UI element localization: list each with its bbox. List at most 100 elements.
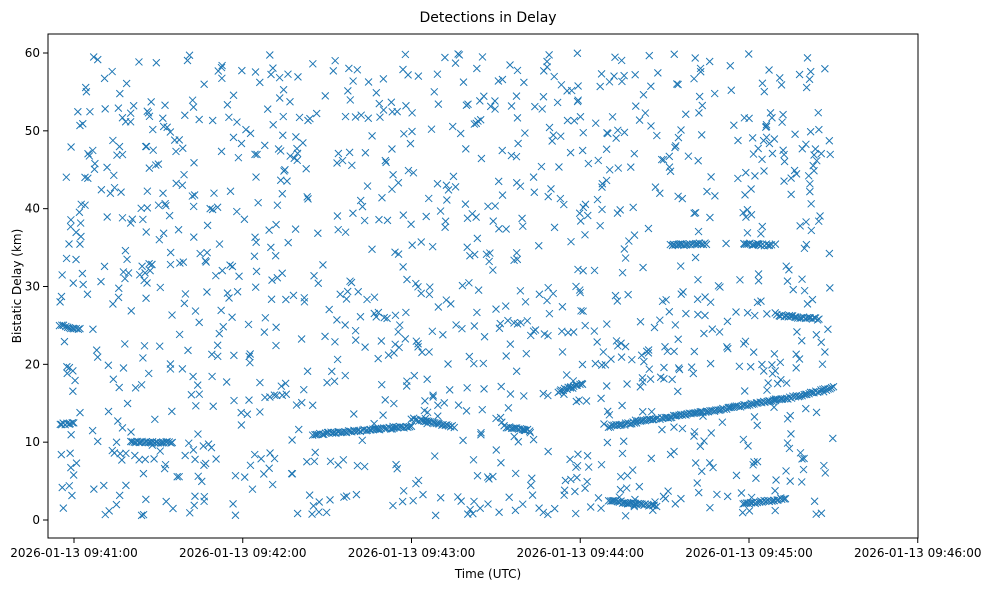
data-point — [154, 160, 163, 168]
data-point — [650, 323, 659, 332]
data-point — [795, 70, 804, 79]
data-point — [405, 422, 414, 431]
data-point — [297, 398, 306, 407]
data-point — [655, 189, 664, 198]
data-point — [763, 310, 771, 318]
data-point — [825, 249, 834, 258]
data-point — [573, 97, 582, 106]
data-point — [455, 51, 464, 59]
data-point — [608, 112, 617, 121]
data-point — [425, 283, 434, 291]
data-point — [257, 454, 265, 463]
data-point — [671, 143, 679, 152]
data-point — [709, 463, 717, 472]
data-point — [430, 452, 439, 460]
data-point — [325, 305, 334, 314]
data-point — [331, 56, 340, 65]
data-point — [678, 424, 687, 433]
data-point — [161, 199, 170, 208]
data-point — [195, 318, 204, 327]
data-point — [665, 307, 674, 316]
data-point — [331, 337, 339, 346]
data-point — [701, 311, 709, 320]
data-point — [829, 382, 838, 391]
data-point — [752, 474, 760, 483]
data-point — [522, 349, 531, 358]
data-point — [519, 392, 528, 400]
data-point — [762, 133, 771, 142]
data-point — [356, 312, 365, 321]
data-point — [291, 225, 300, 233]
data-point — [448, 122, 457, 131]
data-point — [745, 507, 754, 515]
data-point — [575, 209, 584, 218]
data-point — [758, 155, 766, 164]
data-point — [142, 228, 151, 236]
data-point — [813, 388, 822, 397]
data-point — [689, 369, 698, 378]
data-point — [661, 342, 669, 351]
data-point — [566, 148, 575, 157]
data-point — [573, 49, 582, 58]
data-point — [305, 491, 314, 499]
data-point — [340, 493, 348, 502]
data-point — [109, 375, 118, 384]
data-point — [770, 403, 778, 412]
data-point — [691, 54, 700, 62]
data-point — [663, 347, 672, 356]
data-point — [315, 498, 324, 506]
data-point — [652, 131, 661, 140]
data-point — [802, 390, 810, 399]
data-point — [251, 150, 259, 159]
data-point — [801, 404, 810, 413]
data-point — [229, 91, 238, 100]
data-point — [807, 226, 816, 235]
data-point — [250, 252, 259, 261]
y-tick-label: 30 — [25, 280, 40, 294]
data-point — [246, 461, 255, 470]
data-point — [597, 361, 606, 370]
data-point — [345, 64, 353, 73]
data-point — [379, 75, 388, 83]
data-point — [427, 125, 436, 134]
data-point — [670, 423, 678, 431]
data-point — [655, 316, 664, 325]
data-point — [248, 485, 257, 494]
data-point — [379, 411, 387, 420]
data-point — [163, 123, 172, 132]
data-point — [682, 309, 690, 318]
data-point — [393, 464, 402, 473]
data-point — [414, 72, 423, 80]
data-point — [584, 463, 593, 471]
data-point — [273, 273, 282, 282]
data-point — [452, 321, 460, 329]
data-point — [651, 183, 660, 191]
data-point — [583, 451, 592, 460]
data-point — [525, 427, 534, 435]
data-point — [333, 315, 341, 324]
data-point — [537, 162, 546, 171]
data-point — [543, 57, 551, 66]
data-point — [289, 291, 298, 300]
data-point — [270, 391, 279, 400]
data-point — [700, 329, 708, 338]
data-point — [334, 225, 343, 234]
data-point — [586, 503, 595, 511]
data-point — [511, 469, 520, 478]
data-point — [550, 72, 559, 81]
data-point — [418, 348, 426, 357]
data-point — [195, 115, 204, 124]
data-point — [402, 382, 411, 390]
data-point — [423, 375, 432, 384]
x-tick-label: 2026-01-13 09:41:00 — [10, 546, 137, 560]
data-point — [653, 68, 662, 77]
data-point — [208, 372, 216, 381]
data-point — [793, 328, 801, 336]
data-point — [363, 295, 371, 304]
data-point — [299, 385, 308, 394]
data-point — [104, 361, 113, 370]
data-point — [527, 474, 536, 483]
data-point — [308, 510, 316, 518]
data-point — [440, 399, 449, 407]
data-point — [434, 401, 442, 410]
